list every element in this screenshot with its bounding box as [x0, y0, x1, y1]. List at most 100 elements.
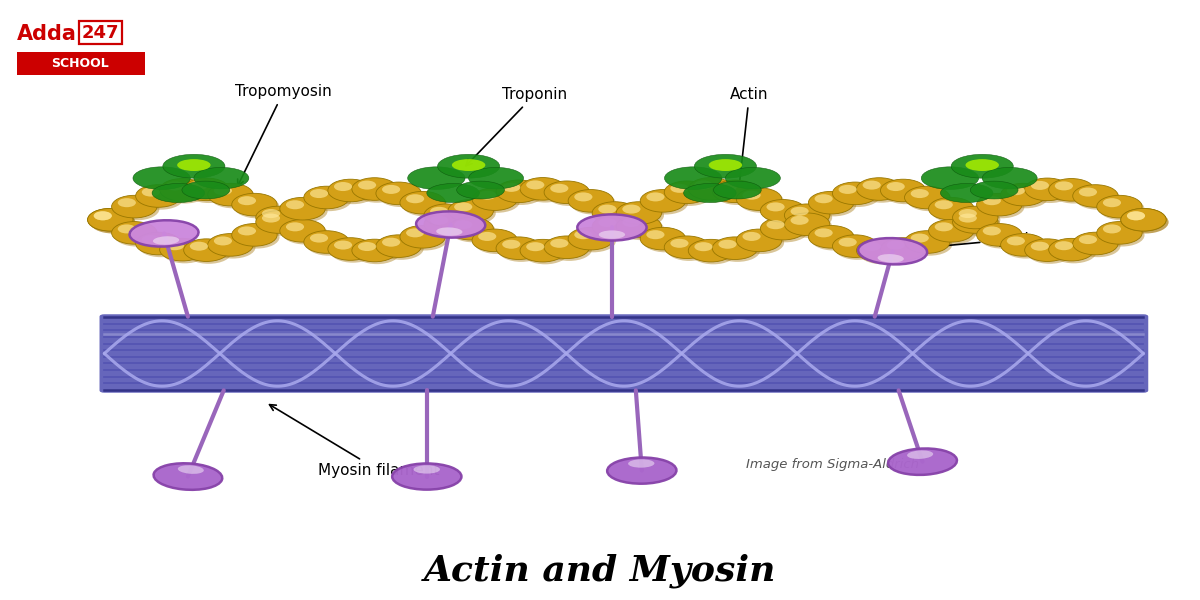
Circle shape	[1099, 224, 1145, 247]
Circle shape	[835, 237, 881, 260]
Circle shape	[426, 206, 472, 229]
Circle shape	[138, 187, 184, 209]
Circle shape	[112, 221, 157, 244]
Circle shape	[238, 226, 256, 235]
Circle shape	[94, 211, 112, 220]
Circle shape	[160, 238, 205, 261]
Circle shape	[330, 240, 376, 263]
Circle shape	[544, 181, 589, 203]
Circle shape	[839, 238, 857, 247]
Circle shape	[160, 179, 205, 201]
Text: 247: 247	[82, 23, 119, 41]
Circle shape	[887, 182, 905, 191]
Circle shape	[785, 204, 829, 227]
Circle shape	[256, 206, 301, 229]
Circle shape	[763, 220, 808, 242]
Ellipse shape	[452, 159, 485, 171]
Circle shape	[551, 184, 569, 193]
Ellipse shape	[877, 254, 904, 263]
Circle shape	[1103, 224, 1121, 233]
Circle shape	[1073, 185, 1118, 207]
Circle shape	[424, 204, 469, 227]
Ellipse shape	[457, 181, 504, 199]
Circle shape	[955, 209, 1001, 231]
Circle shape	[208, 184, 253, 206]
Circle shape	[496, 180, 541, 203]
Circle shape	[400, 226, 445, 248]
Circle shape	[791, 216, 809, 225]
Circle shape	[286, 223, 304, 232]
Circle shape	[424, 213, 469, 236]
Ellipse shape	[408, 167, 466, 190]
Ellipse shape	[152, 184, 205, 203]
Circle shape	[378, 184, 424, 207]
Circle shape	[743, 232, 761, 241]
Circle shape	[1007, 236, 1025, 245]
Ellipse shape	[607, 458, 677, 484]
Circle shape	[186, 181, 232, 203]
Circle shape	[1027, 241, 1073, 264]
Circle shape	[689, 178, 733, 200]
Circle shape	[262, 209, 280, 218]
Circle shape	[262, 214, 280, 223]
Ellipse shape	[709, 159, 742, 171]
Ellipse shape	[427, 184, 479, 203]
Circle shape	[1123, 211, 1169, 233]
Circle shape	[1127, 211, 1145, 220]
Ellipse shape	[152, 236, 179, 245]
Ellipse shape	[178, 465, 204, 474]
Circle shape	[1051, 241, 1097, 263]
Circle shape	[546, 184, 592, 206]
Circle shape	[450, 202, 496, 224]
Circle shape	[430, 207, 449, 216]
Circle shape	[1007, 186, 1025, 195]
Circle shape	[166, 181, 184, 190]
Text: SCHOOL: SCHOOL	[52, 57, 109, 70]
Ellipse shape	[577, 214, 647, 241]
Circle shape	[378, 237, 424, 260]
Circle shape	[575, 193, 593, 202]
Circle shape	[430, 216, 449, 225]
Ellipse shape	[178, 159, 211, 171]
Circle shape	[881, 179, 926, 202]
Circle shape	[953, 211, 998, 233]
Circle shape	[190, 181, 208, 190]
Circle shape	[935, 200, 953, 209]
Circle shape	[616, 202, 661, 224]
Circle shape	[376, 182, 421, 205]
Circle shape	[641, 190, 685, 212]
Circle shape	[162, 241, 208, 263]
Circle shape	[691, 242, 736, 265]
Circle shape	[1055, 241, 1073, 250]
Text: Troponin: Troponin	[466, 88, 566, 166]
FancyBboxPatch shape	[17, 52, 145, 76]
Ellipse shape	[941, 184, 992, 203]
Circle shape	[977, 193, 1022, 216]
Circle shape	[136, 185, 181, 207]
Circle shape	[594, 204, 640, 227]
Circle shape	[1049, 179, 1094, 201]
Circle shape	[959, 209, 977, 218]
Circle shape	[977, 224, 1022, 246]
Circle shape	[883, 240, 929, 263]
Circle shape	[863, 242, 881, 251]
Circle shape	[737, 229, 781, 251]
Circle shape	[695, 181, 713, 190]
Circle shape	[833, 235, 878, 257]
Circle shape	[286, 200, 304, 209]
Circle shape	[402, 228, 448, 250]
Circle shape	[402, 194, 448, 217]
Ellipse shape	[907, 451, 934, 459]
Circle shape	[835, 184, 881, 207]
Circle shape	[142, 235, 160, 244]
Circle shape	[761, 200, 805, 222]
Circle shape	[671, 184, 689, 193]
Circle shape	[1127, 211, 1145, 220]
Circle shape	[328, 238, 373, 260]
Circle shape	[592, 202, 637, 224]
Circle shape	[618, 204, 664, 227]
Circle shape	[1097, 196, 1142, 218]
Circle shape	[354, 242, 400, 264]
Circle shape	[983, 226, 1001, 235]
Text: Tropomyosin: Tropomyosin	[235, 85, 332, 186]
